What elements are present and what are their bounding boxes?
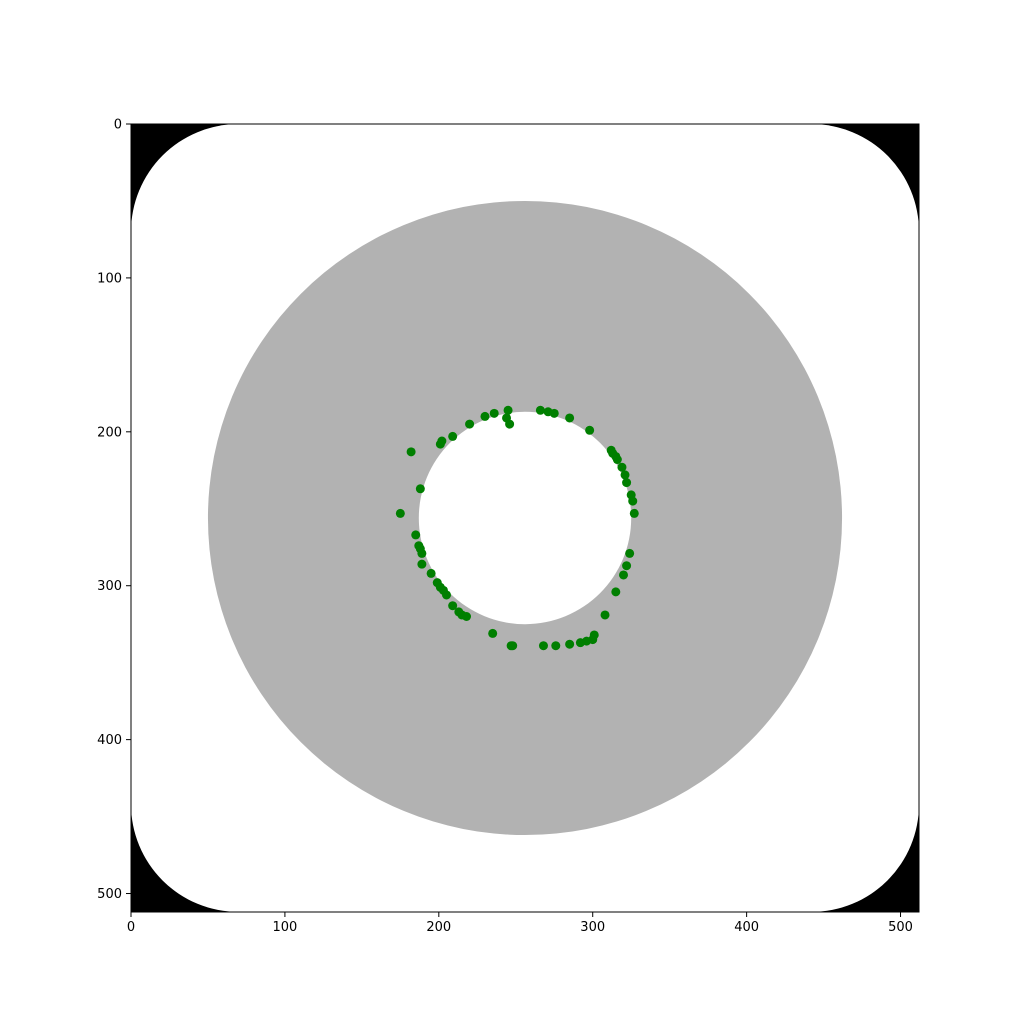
- scatter-point: [612, 455, 622, 465]
- scatter-point: [505, 419, 515, 429]
- scatter-point: [617, 462, 627, 472]
- y-tick-label: 100: [97, 271, 122, 286]
- scatter-point: [503, 405, 513, 415]
- y-tick-label: 500: [97, 887, 122, 902]
- scatter-point: [565, 413, 575, 423]
- scatter-point: [622, 561, 632, 571]
- scatter-point: [549, 408, 559, 418]
- scatter-point: [488, 628, 498, 638]
- y-tick-label: 400: [97, 733, 122, 748]
- scatter-point: [454, 607, 464, 617]
- y-tick-label: 300: [97, 579, 122, 594]
- scatter-point: [575, 638, 585, 648]
- y-tick-label: 200: [97, 425, 122, 440]
- scatter-point: [506, 641, 516, 651]
- scatter-point: [406, 447, 416, 457]
- scatter-point: [538, 641, 548, 651]
- scatter-point: [448, 431, 458, 441]
- plot-frame: [130, 123, 920, 913]
- y-axis: 0 100 200 300 400 500: [97, 118, 131, 902]
- scatter-point: [625, 548, 635, 558]
- scatter-point: [448, 601, 458, 611]
- scatter-point: [565, 639, 575, 649]
- scatter-point: [395, 508, 405, 518]
- scatter-point: [585, 425, 595, 435]
- x-axis: 0 100 200 300 400 500: [127, 912, 913, 935]
- scatter-point: [415, 484, 425, 494]
- scatter-points: [395, 405, 639, 651]
- x-tick-label: 200: [426, 920, 451, 935]
- x-tick-label: 500: [888, 920, 913, 935]
- scatter-point: [489, 408, 499, 418]
- scatter-point: [535, 405, 545, 415]
- x-tick-label: 100: [272, 920, 297, 935]
- scatter-point: [611, 587, 621, 597]
- scatter-point: [620, 470, 630, 480]
- scatter-point: [480, 411, 490, 421]
- x-tick-label: 400: [734, 920, 759, 935]
- scatter-point: [411, 530, 421, 540]
- y-tick-label: 0: [114, 118, 122, 133]
- scatter-point: [426, 568, 436, 578]
- scatter-point: [465, 419, 475, 429]
- scatter-point: [432, 578, 442, 588]
- scatter-point: [551, 641, 561, 651]
- scatter-point: [628, 496, 638, 506]
- scatter-point: [435, 439, 445, 449]
- scatter-point: [414, 541, 424, 551]
- image-inner-disk: [418, 411, 632, 625]
- scatter-point: [629, 508, 639, 518]
- scatter-point: [600, 610, 610, 620]
- scatter-point: [417, 559, 427, 569]
- x-tick-label: 300: [580, 920, 605, 935]
- x-tick-label: 0: [127, 920, 135, 935]
- image-layer: [131, 124, 919, 912]
- scatter-point: [622, 478, 632, 488]
- scatter-point: [619, 570, 628, 580]
